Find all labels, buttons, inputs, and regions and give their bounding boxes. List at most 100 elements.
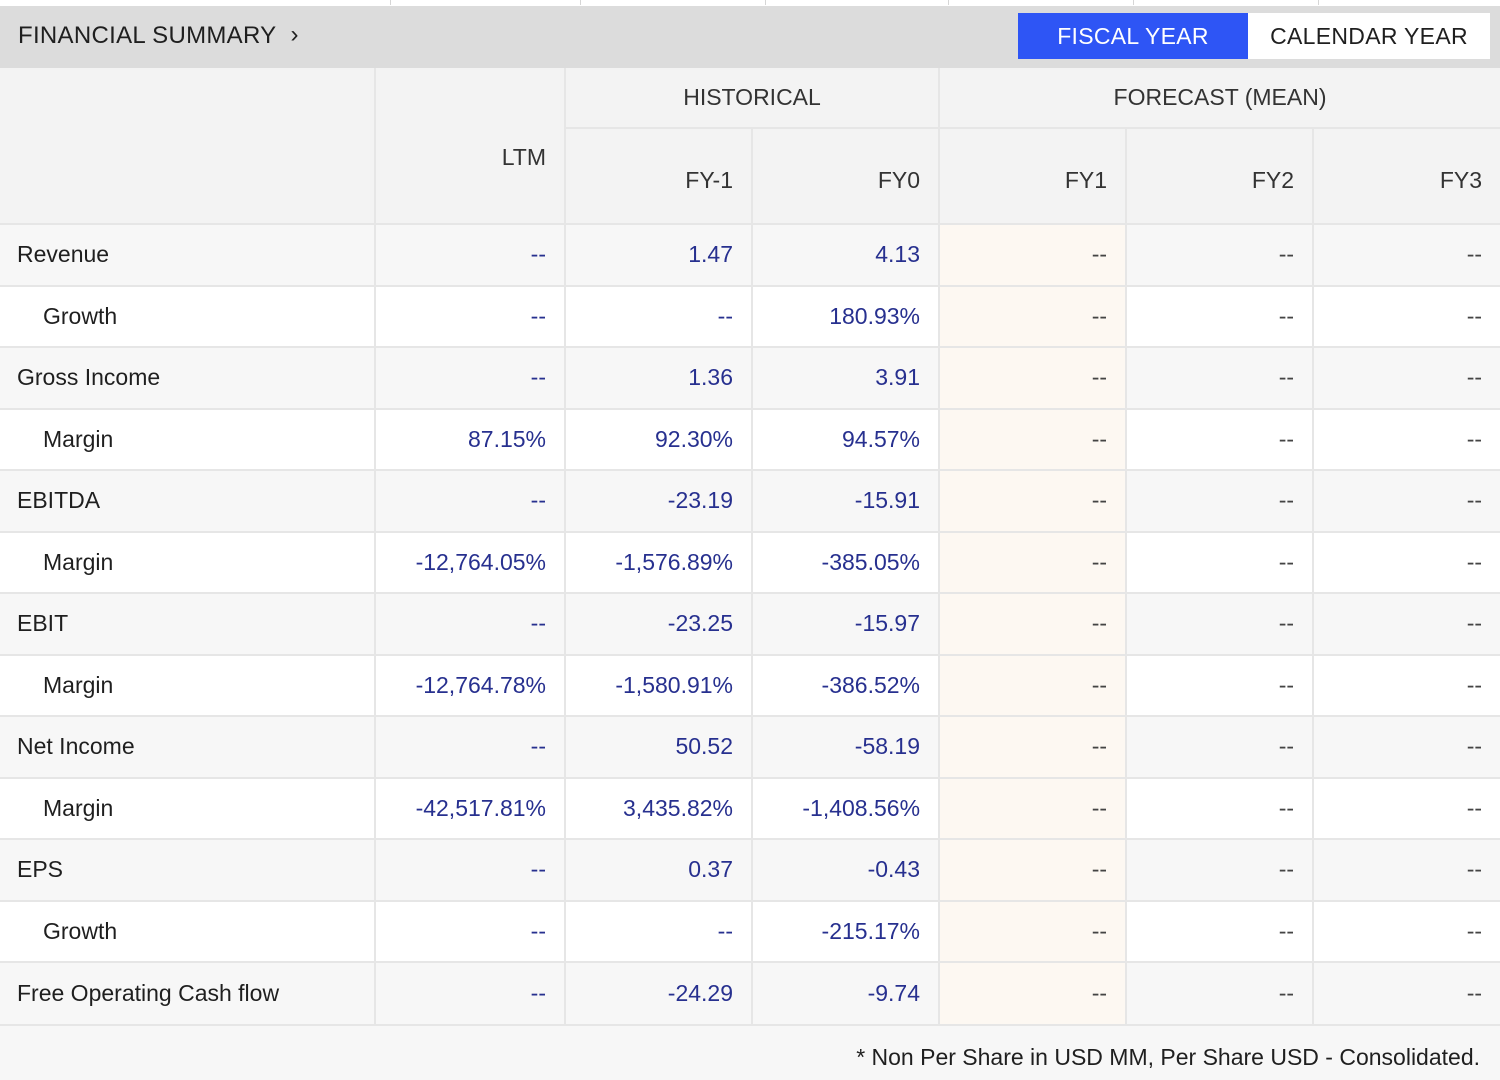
cell-value: 50.52 (564, 715, 752, 778)
footnote-text: * Non Per Share in USD MM, Per Share USD… (856, 1044, 1480, 1070)
cell-value: 1.47 (564, 223, 752, 286)
row-label: Margin (0, 530, 375, 593)
cell-value: -- (1125, 653, 1314, 716)
row-label: EBIT (0, 592, 375, 655)
row-label: Revenue (0, 223, 375, 286)
col-header-fy2: FY2 (1125, 128, 1314, 224)
cell-value: 94.57% (750, 407, 940, 470)
group-header-historical: HISTORICAL (563, 68, 940, 129)
financial-summary-header: FINANCIAL SUMMARY › FISCAL YEAR CALENDAR… (0, 6, 1500, 68)
header-title: FINANCIAL SUMMARY (18, 22, 277, 49)
col-header-fy-1: FY-1 (564, 128, 752, 224)
cell-value: -- (938, 407, 1127, 470)
col-header-fy1: FY1 (938, 128, 1127, 224)
table-row: Free Operating Cash flow -- -24.29 -9.74 -- -… (0, 961, 1500, 1024)
row-label: Margin (0, 776, 375, 839)
cell-value: -- (1312, 530, 1500, 593)
cell-value: 3,435.82% (564, 776, 752, 839)
table-row: EBITDA -- -23.19 -15.91 -- -- -- (0, 469, 1500, 532)
cell-value: -- (1312, 715, 1500, 778)
cell-value: -- (374, 223, 565, 286)
column-header-row: FY-1 FY0 FY1 FY2 FY3 (0, 128, 1500, 224)
cell-value: -- (938, 284, 1127, 347)
cell-value: -- (374, 961, 565, 1024)
cell-value: -- (1312, 838, 1500, 901)
cell-value: -- (938, 592, 1127, 655)
row-label: EBITDA (0, 469, 375, 532)
calendar-year-toggle[interactable]: CALENDAR YEAR (1248, 13, 1490, 59)
cell-value: -- (938, 899, 1127, 962)
cell-value: -- (564, 284, 752, 347)
cell-value: -23.25 (564, 592, 752, 655)
cell-value: -- (938, 469, 1127, 532)
cell-value: -- (374, 469, 565, 532)
cell-value: 3.91 (750, 346, 940, 409)
group-header-row: LTM HISTORICAL FORECAST (MEAN) (0, 68, 1500, 225)
cell-value: -- (1312, 899, 1500, 962)
cell-value: -1,408.56% (750, 776, 940, 839)
cell-value: -- (374, 899, 565, 962)
cell-value: -- (1125, 346, 1314, 409)
cell-value: -- (938, 530, 1127, 593)
financial-summary-link[interactable]: FINANCIAL SUMMARY › (18, 6, 299, 66)
cell-value: -- (1312, 469, 1500, 532)
col-header-ltm: LTM (374, 68, 565, 225)
cell-value: -- (1312, 961, 1500, 1024)
cell-value: -- (374, 592, 565, 655)
table-row: Growth -- -- -215.17% -- -- -- (0, 899, 1500, 962)
table-row: Margin -12,764.05% -1,576.89% -385.05% -- -- -… (0, 530, 1500, 593)
row-label: Growth (0, 284, 375, 347)
top-divider (0, 0, 1500, 6)
cell-value: -24.29 (564, 961, 752, 1024)
cell-value: -- (1312, 776, 1500, 839)
cell-value: -1,580.91% (564, 653, 752, 716)
cell-value: -385.05% (750, 530, 940, 593)
cell-value: -15.97 (750, 592, 940, 655)
chevron-right-icon: › (290, 21, 299, 48)
cell-value: -42,517.81% (374, 776, 565, 839)
cell-value: -- (1312, 346, 1500, 409)
footnote: * Non Per Share in USD MM, Per Share USD… (0, 1024, 1500, 1080)
cell-value: -- (1312, 653, 1500, 716)
cell-value: -- (938, 715, 1127, 778)
cell-value: -215.17% (750, 899, 940, 962)
table-row: Margin -42,517.81% 3,435.82% -1,408.56% -- --… (0, 776, 1500, 839)
cell-value: 92.30% (564, 407, 752, 470)
cell-value: -1,576.89% (564, 530, 752, 593)
cell-value: -- (1125, 899, 1314, 962)
cell-value: -23.19 (564, 469, 752, 532)
table-row: Revenue -- 1.47 4.13 -- -- -- (0, 223, 1500, 286)
cell-value: -12,764.05% (374, 530, 565, 593)
cell-value: -- (938, 776, 1127, 839)
cell-value: -58.19 (750, 715, 940, 778)
cell-value: -- (1125, 838, 1314, 901)
cell-value: -386.52% (750, 653, 940, 716)
table-row: EPS -- 0.37 -0.43 -- -- -- (0, 838, 1500, 901)
cell-value: -- (1125, 407, 1314, 470)
row-label: Growth (0, 899, 375, 962)
cell-value: -- (1125, 715, 1314, 778)
cell-value: -0.43 (750, 838, 940, 901)
table-row: Gross Income -- 1.36 3.91 -- -- -- (0, 346, 1500, 409)
header-corner (0, 68, 375, 225)
cell-value: 0.37 (564, 838, 752, 901)
cell-value: -- (1125, 592, 1314, 655)
cell-value: -- (1312, 407, 1500, 470)
cell-value: -- (1312, 223, 1500, 286)
cell-value: -- (938, 653, 1127, 716)
cell-value: -- (938, 838, 1127, 901)
cell-value: -- (1125, 961, 1314, 1024)
col-header-fy3: FY3 (1312, 128, 1500, 224)
table-row: Margin 87.15% 92.30% 94.57% -- -- -- (0, 407, 1500, 470)
row-label: EPS (0, 838, 375, 901)
cell-value: -- (564, 899, 752, 962)
table-row: Net Income -- 50.52 -58.19 -- -- -- (0, 715, 1500, 778)
col-header-fy0: FY0 (750, 128, 940, 224)
row-label: Net Income (0, 715, 375, 778)
cell-value: -- (1125, 469, 1314, 532)
cell-value: -- (1312, 284, 1500, 347)
cell-value: 1.36 (564, 346, 752, 409)
cell-value: -12,764.78% (374, 653, 565, 716)
fiscal-year-toggle[interactable]: FISCAL YEAR (1018, 13, 1248, 59)
cell-value: -- (1125, 530, 1314, 593)
